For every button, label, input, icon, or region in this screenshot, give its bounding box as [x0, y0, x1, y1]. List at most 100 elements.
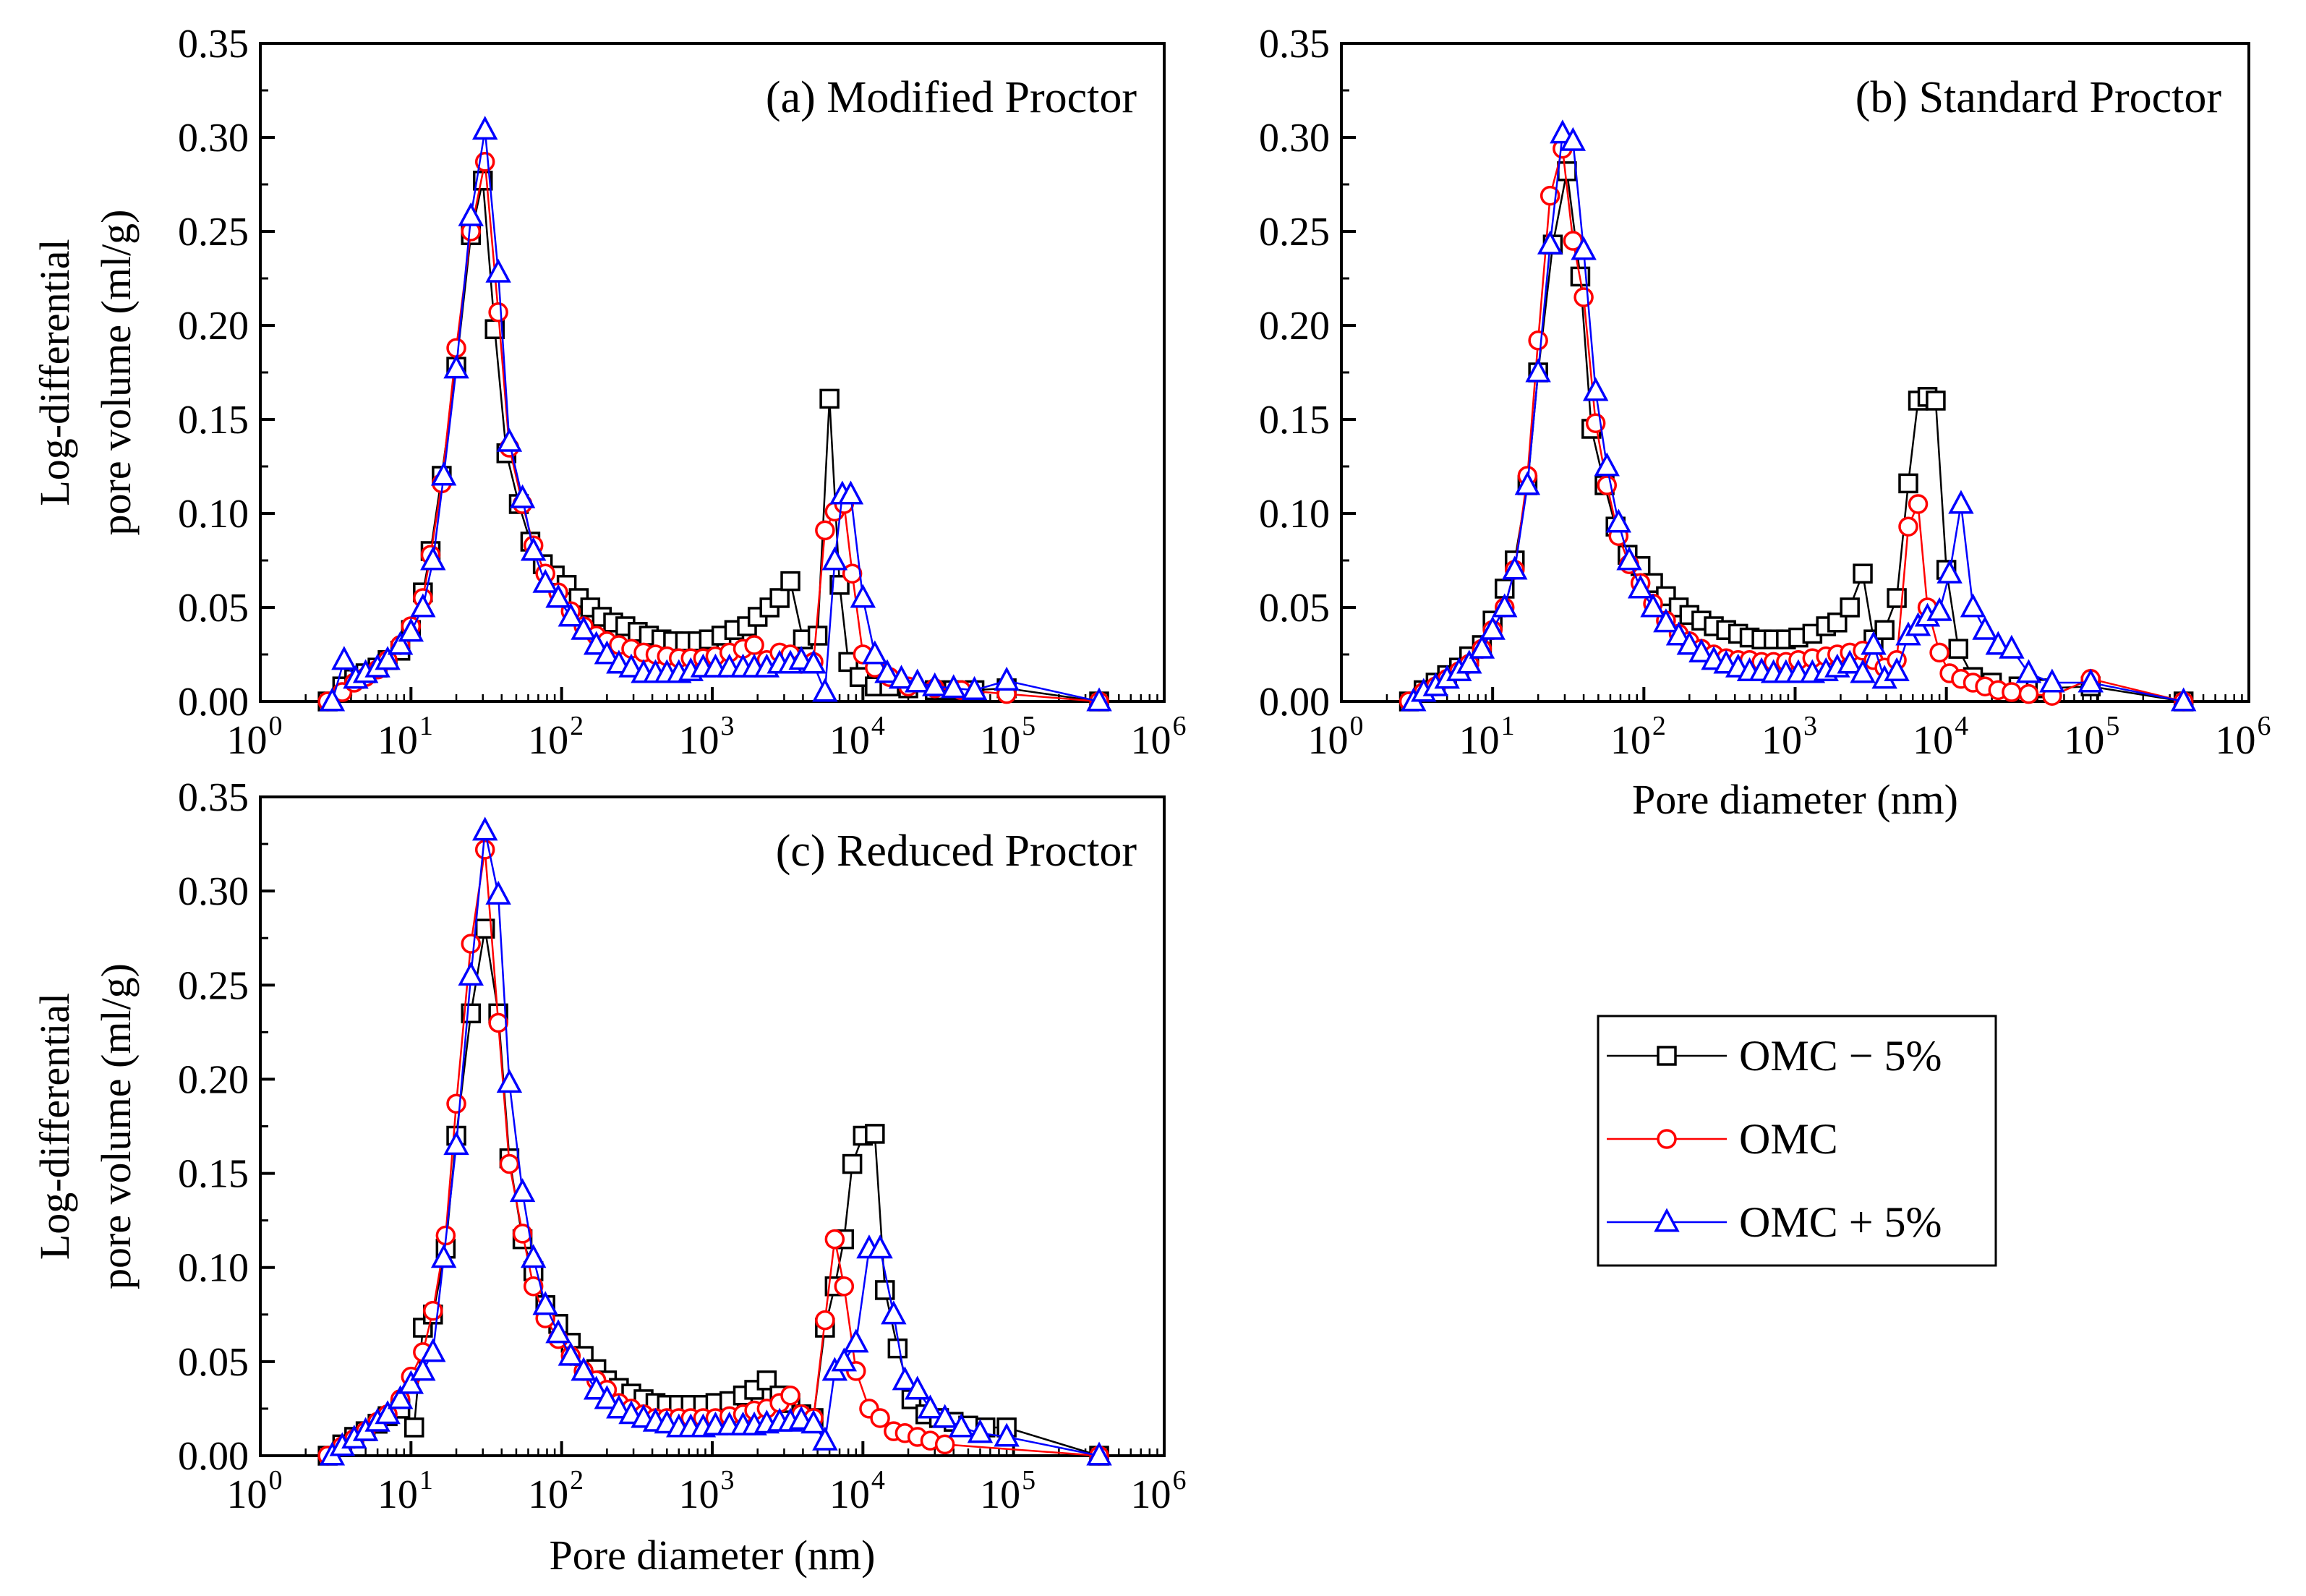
data-point	[922, 672, 948, 696]
data-point	[1884, 657, 1910, 681]
x-tick-label: 102	[528, 711, 584, 763]
data-point	[2170, 687, 2197, 712]
x-tick-exponent: 1	[419, 1465, 433, 1495]
data-point	[387, 631, 414, 655]
y-tick-label: 0.05	[178, 1340, 249, 1385]
data-point	[471, 816, 498, 841]
y-tick-label: 0.15	[178, 1152, 249, 1197]
data-point	[815, 1310, 835, 1331]
data-point	[509, 484, 536, 508]
data-point	[558, 602, 584, 627]
x-tick-exponent: 2	[570, 711, 584, 741]
x-tick-label: 106	[1131, 711, 1187, 763]
data-point	[1086, 687, 1112, 712]
data-point	[881, 1300, 907, 1325]
data-point	[403, 1417, 424, 1438]
legend-label: OMC	[1739, 1115, 1838, 1163]
legend: OMC − 5% OMC OMC + 5%	[1597, 1015, 1997, 1267]
data-point	[488, 1012, 508, 1033]
data-point	[800, 1409, 827, 1434]
data-point	[1469, 634, 1495, 659]
data-point	[994, 1422, 1020, 1447]
y-tick-label: 0.00	[178, 1434, 249, 1479]
data-point	[819, 388, 840, 409]
x-tick-label: 100	[227, 711, 283, 763]
y-axis-title-line1: Log-differential	[31, 993, 78, 1260]
series-square	[317, 918, 1109, 1466]
data-point	[1616, 546, 1642, 571]
data-point	[499, 1153, 520, 1174]
data-point	[1898, 516, 1918, 537]
data-point	[1492, 593, 1518, 618]
y-tick-label: 0.20	[1259, 304, 1330, 349]
series-triangle	[1401, 119, 2197, 712]
data-point	[618, 653, 644, 678]
data-point	[458, 961, 484, 986]
plot-frame	[1340, 42, 2250, 703]
y-tick-label: 0.10	[178, 492, 249, 537]
data-point	[1926, 597, 1952, 621]
series-triangle	[319, 816, 1112, 1466]
y-tick-label: 0.15	[1259, 398, 1330, 443]
data-point	[1861, 631, 1887, 655]
y-tick-label: 0.05	[178, 586, 249, 631]
data-point	[1999, 634, 2025, 659]
data-point	[1960, 593, 1986, 618]
series-square	[1398, 161, 2194, 712]
data-point	[410, 593, 436, 618]
series-circle	[1398, 138, 2194, 712]
data-point	[865, 1124, 885, 1144]
data-point	[941, 674, 967, 699]
y-tick-label: 0.35	[178, 22, 249, 67]
data-point	[961, 675, 988, 700]
data-point	[1528, 330, 1548, 351]
x-tick-exponent: 3	[721, 1465, 735, 1495]
x-tick-label: 105	[2064, 711, 2119, 763]
data-point	[485, 880, 511, 905]
data-point	[2077, 668, 2104, 693]
series-square	[317, 171, 1109, 712]
y-tick-label: 0.10	[178, 1246, 249, 1291]
y-tick-label: 0.00	[178, 680, 249, 725]
data-point	[1594, 452, 1620, 477]
x-tick-label: 105	[980, 1465, 1035, 1517]
series-line	[331, 129, 1100, 703]
data-point	[892, 1366, 918, 1391]
data-point	[420, 546, 446, 571]
data-point	[875, 1280, 895, 1300]
data-point	[471, 116, 498, 140]
data-point	[443, 1131, 469, 1156]
series-line	[327, 928, 1100, 1457]
data-point	[837, 480, 864, 505]
data-point	[375, 646, 401, 670]
y-tick-label: 0.00	[1259, 680, 1330, 725]
data-point	[2002, 682, 2022, 702]
data-point	[583, 1375, 610, 1400]
data-point	[1560, 127, 1587, 151]
data-point	[1557, 161, 1577, 182]
x-tick-exponent: 6	[2258, 711, 2271, 741]
data-point	[807, 626, 828, 646]
y-tick-label: 0.20	[178, 1057, 249, 1102]
data-point	[1571, 236, 1597, 260]
y-axis-title-line1: Log-differential	[31, 239, 78, 505]
data-point	[545, 1319, 571, 1344]
data-point	[458, 202, 484, 226]
data-point	[1456, 649, 1482, 674]
x-axis-title: Pore diameter (nm)	[1632, 776, 1958, 823]
x-tick-exponent: 4	[1955, 711, 1968, 741]
data-point	[1086, 1441, 1112, 1466]
x-tick-label: 104	[829, 711, 885, 763]
data-point	[1853, 563, 1873, 584]
y-axis-title-line2: pore volume (ml/g)	[93, 963, 140, 1289]
x-tick-exponent: 3	[1803, 711, 1817, 741]
data-point	[1926, 391, 1946, 411]
data-point	[931, 1404, 958, 1428]
data-point	[2018, 683, 2039, 704]
x-tick-exponent: 1	[1501, 711, 1515, 741]
data-point	[461, 934, 481, 954]
data-point	[812, 678, 838, 702]
data-point	[1479, 615, 1506, 640]
x-tick-exponent: 4	[871, 711, 885, 741]
